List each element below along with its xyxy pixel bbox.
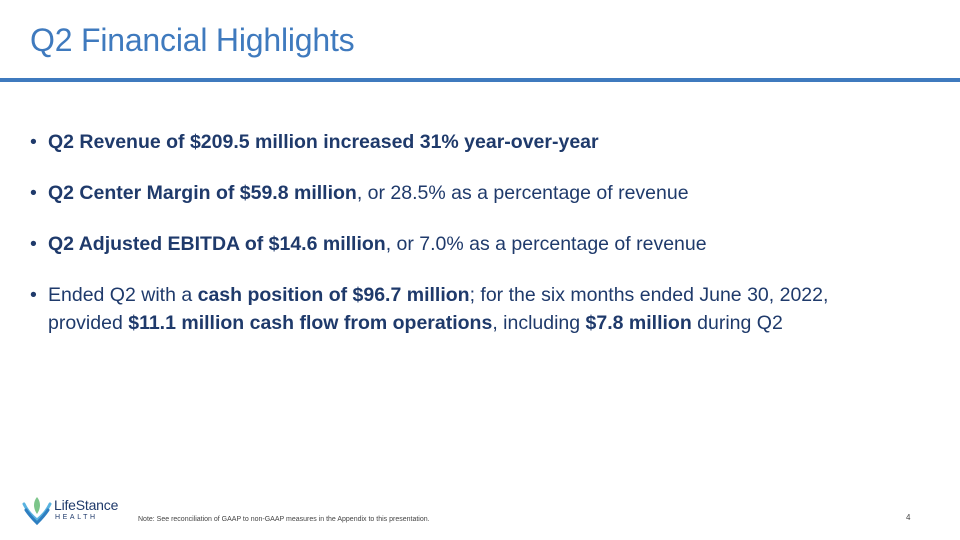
bullet-segment: Q2 Center Margin of $59.8 million	[48, 182, 357, 204]
bullet-segment: Q2 Revenue of $209.5 million increased 3…	[48, 131, 599, 153]
bullet-segment: , including	[492, 312, 586, 334]
bullet-segment: , or 7.0% as a percentage of revenue	[385, 233, 707, 255]
bullet-center-margin: Q2 Center Margin of $59.8 million, or 28…	[30, 179, 870, 207]
bullet-segment: , or 28.5% as a percentage of revenue	[356, 182, 689, 204]
bullet-segment: cash position of $96.7 million	[197, 284, 470, 306]
lifestance-logo: LifeStance HEALTH	[22, 494, 152, 528]
bullet-segment: Ended Q2 with a	[48, 284, 198, 306]
highlights-list: Q2 Revenue of $209.5 million increased 3…	[30, 128, 870, 360]
bullet-segment: $7.8 million	[585, 312, 692, 334]
bullet-revenue: Q2 Revenue of $209.5 million increased 3…	[30, 128, 870, 156]
title-divider	[0, 78, 960, 82]
footer-note: Note: See reconciliation of GAAP to non-…	[138, 516, 430, 523]
lifestance-logo-icon	[22, 497, 52, 526]
page-number: 4	[906, 513, 911, 522]
slide-title: Q2 Financial Highlights	[30, 22, 355, 58]
bullet-cash-position: Ended Q2 with a cash position of $96.7 m…	[30, 281, 870, 337]
bullet-segment: ; for the six months ended June 30, 2022…	[48, 284, 829, 334]
bullet-segment: $11.1 million cash flow from operations	[128, 312, 493, 334]
bullet-segment: during Q2	[691, 312, 783, 334]
logo-subtitle: HEALTH	[55, 514, 98, 521]
bullet-adjusted-ebitda: Q2 Adjusted EBITDA of $14.6 million, or …	[30, 230, 870, 258]
logo-name: LifeStance	[54, 497, 119, 513]
bullet-segment: Q2 Adjusted EBITDA of $14.6 million	[48, 233, 386, 255]
